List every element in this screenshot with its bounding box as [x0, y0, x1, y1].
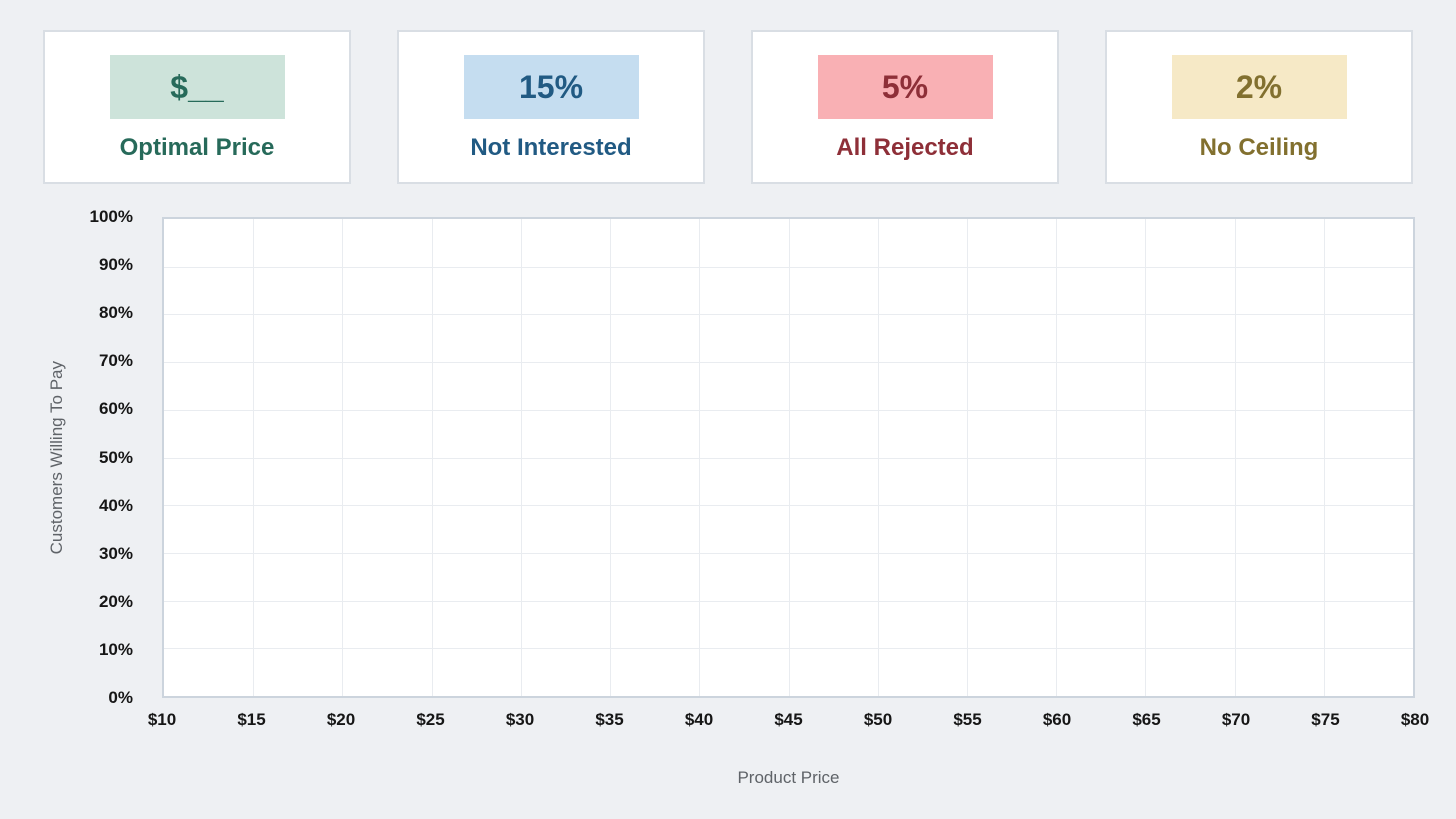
x-tick-label: $20 — [326, 710, 356, 729]
card-all-rejected: 5% All Rejected — [751, 30, 1059, 184]
x-tick-label: $15 — [237, 710, 266, 729]
x-tick-label: $10 — [147, 710, 177, 729]
y-tick-label: 30% — [98, 543, 133, 563]
x-tick-label: $80 — [1400, 710, 1430, 729]
card-no-ceiling: 2% No Ceiling — [1105, 30, 1413, 184]
v-gridline — [877, 219, 879, 696]
v-gridline — [253, 219, 255, 696]
v-gridline — [1323, 219, 1325, 696]
v-gridline — [1234, 219, 1236, 696]
y-tick-label: 70% — [98, 351, 133, 371]
v-gridline — [1145, 219, 1147, 696]
x-tick-label: $45 — [774, 710, 803, 729]
x-tick-label: $35 — [595, 710, 624, 729]
optimal-price-value-badge: $__ — [109, 55, 285, 119]
y-tick-label: 20% — [98, 591, 133, 611]
card-optimal-price: $__ Optimal Price — [43, 30, 351, 184]
no-ceiling-value-badge: 2% — [1171, 55, 1347, 119]
v-gridline — [788, 219, 790, 696]
x-tick-label: $65 — [1132, 710, 1161, 729]
v-gridline — [342, 219, 344, 696]
optimal-price-label: Optimal Price — [119, 134, 275, 161]
x-tick-label: $30 — [505, 710, 535, 729]
card-not-interested: 15% Not Interested — [397, 30, 705, 184]
x-axis-ticks: $10 $15 $20 $25 $30 $35 $40 $45 $50 $55 $60 $65 $70 $… — [148, 700, 1429, 740]
y-tick-label: 80% — [98, 303, 133, 323]
x-tick-label: $60 — [1042, 710, 1072, 729]
x-tick-label: $75 — [1311, 710, 1340, 729]
x-axis-title: Product Price — [737, 768, 840, 787]
y-tick-label: 100% — [89, 207, 133, 226]
v-gridline — [966, 219, 968, 696]
v-gridline — [520, 219, 522, 696]
x-tick-label: $25 — [416, 710, 445, 729]
y-tick-label: 40% — [98, 495, 133, 515]
all-rejected-value-badge: 5% — [817, 55, 993, 119]
y-tick-label: 10% — [98, 639, 133, 659]
x-tick-label: $40 — [684, 710, 714, 729]
v-gridline — [1056, 219, 1058, 696]
plot-area — [162, 217, 1415, 698]
y-tick-label: 0% — [108, 688, 133, 707]
y-tick-label: 50% — [98, 447, 133, 467]
x-tick-label: $55 — [953, 710, 982, 729]
no-ceiling-label: No Ceiling — [1199, 134, 1319, 161]
v-gridline — [431, 219, 433, 696]
x-tick-label: $70 — [1221, 710, 1251, 729]
x-tick-label: $50 — [863, 710, 893, 729]
all-rejected-label: All Rejected — [836, 134, 974, 161]
y-tick-label: 90% — [98, 255, 133, 275]
v-gridline — [610, 219, 612, 696]
not-interested-label: Not Interested — [470, 134, 632, 161]
y-tick-label: 60% — [98, 399, 133, 419]
summary-cards: $__ Optimal Price 15% Not Interested 5% … — [43, 30, 1413, 184]
y-axis-ticks: 0% 10% 20% 30% 40% 50% 60% 70% 80% 90% 100% — [0, 207, 150, 707]
v-gridline — [699, 219, 701, 696]
not-interested-value-badge: 15% — [463, 55, 639, 119]
